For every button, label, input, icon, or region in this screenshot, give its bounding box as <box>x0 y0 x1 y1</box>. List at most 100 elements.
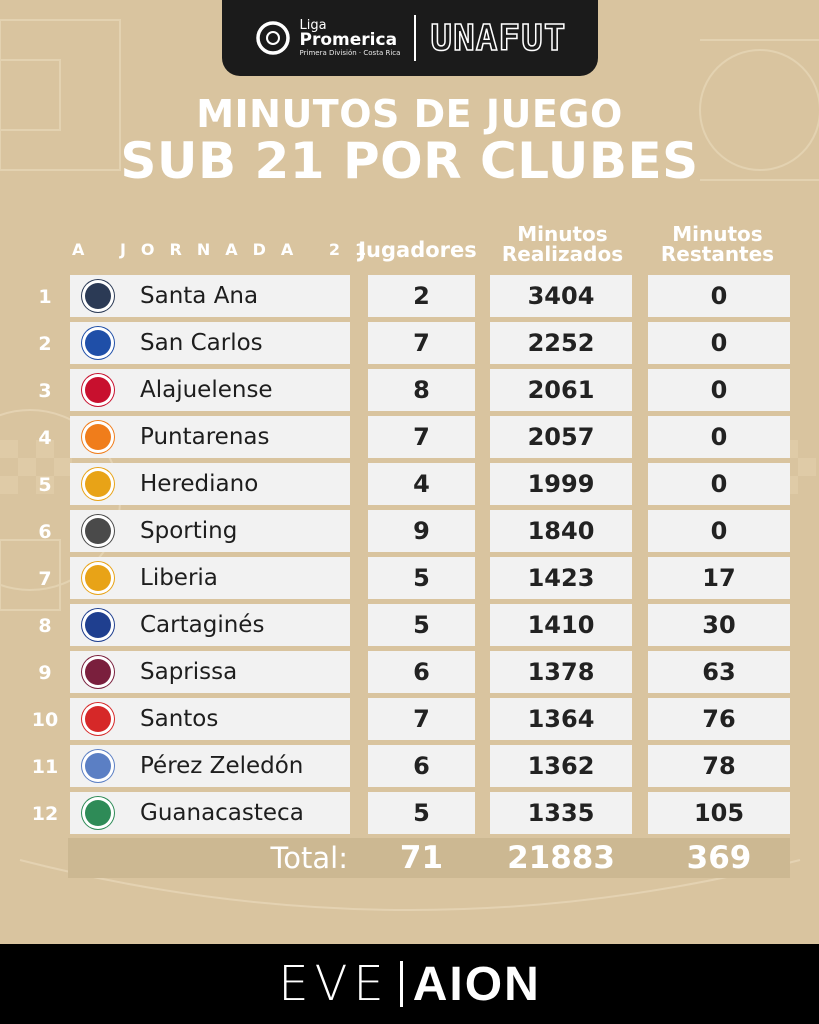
minutos-restantes-cell: 105 <box>648 792 790 834</box>
team-cell: Saprissa <box>70 651 350 693</box>
liga-subtitle: Primera División · Costa Rica <box>299 49 401 58</box>
table-row: 1 Santa Ana 2 3404 0 <box>0 275 819 319</box>
brand-divider <box>414 15 417 61</box>
table-row: 9 Saprissa 6 1378 63 <box>0 651 819 695</box>
team-cell: Guanacasteca <box>70 792 350 834</box>
club-crest-icon <box>82 515 114 547</box>
team-name: Saprissa <box>140 659 238 685</box>
club-crest-icon <box>82 374 114 406</box>
team-name: Alajuelense <box>140 377 273 403</box>
team-cell: Sporting <box>70 510 350 552</box>
minutos-realizados-cell: 1364 <box>490 698 632 740</box>
minutos-restantes-cell: 0 <box>648 322 790 364</box>
page-title-line1: MINUTOS DE JUEGO <box>196 92 623 136</box>
table-row: 4 Puntarenas 7 2057 0 <box>0 416 819 460</box>
page-title-line2: SUB 21 POR CLUBES <box>120 132 699 190</box>
table-row: 11 Pérez Zeledón 6 1362 78 <box>0 745 819 789</box>
jugadores-cell: 7 <box>368 416 475 458</box>
club-crest-icon <box>82 797 114 829</box>
rank-number: 8 <box>38 615 52 637</box>
minutos-restantes-cell: 63 <box>648 651 790 693</box>
minutos-realizados-cell: 1378 <box>490 651 632 693</box>
aion-logo: AION <box>412 957 541 1011</box>
minutos-restantes-cell: 0 <box>648 275 790 317</box>
team-cell: Santos <box>70 698 350 740</box>
minutos-realizados-cell: 1999 <box>490 463 632 505</box>
club-crest-icon <box>82 656 114 688</box>
minutos-realizados-cell: 3404 <box>490 275 632 317</box>
team-name: Pérez Zeledón <box>140 753 304 779</box>
unafut-logo: UNAFUT <box>430 17 567 60</box>
jugadores-cell: 6 <box>368 745 475 787</box>
promerica-label: Promerica <box>299 30 398 51</box>
minutos-realizados-cell: 2252 <box>490 322 632 364</box>
minutos-restantes-cell: 0 <box>648 369 790 411</box>
jugadores-cell: 7 <box>368 698 475 740</box>
team-cell: Herediano <box>70 463 350 505</box>
team-cell: Puntarenas <box>70 416 350 458</box>
minutos-restantes-cell: 0 <box>648 416 790 458</box>
team-name: San Carlos <box>140 330 263 356</box>
header-realizados-line2: Realizados <box>501 242 624 266</box>
minutos-restantes-cell: 0 <box>648 510 790 552</box>
minutos-restantes-cell: 78 <box>648 745 790 787</box>
team-name: Liberia <box>140 565 218 591</box>
header-minutos-realizados: Minutos Realizados <box>490 224 635 264</box>
liga-promerica-logo: Liga Promerica Primera División · Costa … <box>254 17 401 58</box>
minutos-realizados-cell: 1840 <box>490 510 632 552</box>
jugadores-cell: 5 <box>368 604 475 646</box>
minutos-restantes-cell: 76 <box>648 698 790 740</box>
jugadores-cell: 5 <box>368 792 475 834</box>
total-row <box>68 838 790 878</box>
club-crest-icon <box>82 327 114 359</box>
team-name: Santos <box>140 706 219 732</box>
liga-label: Liga <box>299 17 327 33</box>
total-restantes: 369 <box>686 840 752 876</box>
team-name: Sporting <box>140 518 238 544</box>
minutos-realizados-cell: 1362 <box>490 745 632 787</box>
header-realizados-line1: Minutos <box>517 222 608 246</box>
team-cell: Santa Ana <box>70 275 350 317</box>
rank-number: 2 <box>38 333 52 355</box>
rank-number: 11 <box>31 756 59 778</box>
footer-sponsor-bar: EVE AION <box>0 944 819 1024</box>
rank-number: 7 <box>38 568 52 590</box>
minutos-realizados-cell: 1423 <box>490 557 632 599</box>
minutos-realizados-cell: 1335 <box>490 792 632 834</box>
minutos-realizados-cell: 2061 <box>490 369 632 411</box>
team-name: Herediano <box>140 471 259 497</box>
jugadores-cell: 8 <box>368 369 475 411</box>
total-realizados: 21883 <box>507 840 615 876</box>
table-row: 6 Sporting 9 1840 0 <box>0 510 819 554</box>
jugadores-cell: 6 <box>368 651 475 693</box>
jugadores-cell: 9 <box>368 510 475 552</box>
table-row: 12 Guanacasteca 5 1335 105 <box>0 792 819 836</box>
team-name: Puntarenas <box>140 424 270 450</box>
table-row: 3 Alajuelense 8 2061 0 <box>0 369 819 413</box>
rank-number: 4 <box>38 427 52 449</box>
minutos-restantes-cell: 0 <box>648 463 790 505</box>
header-jugadores: Jugadores <box>358 238 477 262</box>
club-crest-icon <box>82 750 114 782</box>
rank-number: 5 <box>38 474 52 496</box>
table-row: 8 Cartaginés 5 1410 30 <box>0 604 819 648</box>
jornada-label: A JORNADA 21 <box>72 240 382 259</box>
team-name: Santa Ana <box>140 283 259 309</box>
minutos-realizados-cell: 1410 <box>490 604 632 646</box>
jugadores-cell: 4 <box>368 463 475 505</box>
rank-number: 9 <box>38 662 52 684</box>
eve-logo: EVE <box>278 956 390 1012</box>
club-crest-icon <box>82 703 114 735</box>
team-name: Cartaginés <box>140 612 265 638</box>
minutos-restantes-cell: 30 <box>648 604 790 646</box>
club-crest-icon <box>82 280 114 312</box>
header-restantes-line2: Restantes <box>660 242 775 266</box>
team-cell: San Carlos <box>70 322 350 364</box>
total-jugadores: 71 <box>399 840 444 876</box>
jugadores-cell: 5 <box>368 557 475 599</box>
team-cell: Pérez Zeledón <box>70 745 350 787</box>
club-crest-icon <box>82 609 114 641</box>
team-cell: Cartaginés <box>70 604 350 646</box>
rank-number: 10 <box>31 709 59 731</box>
total-label: Total: <box>270 841 349 875</box>
